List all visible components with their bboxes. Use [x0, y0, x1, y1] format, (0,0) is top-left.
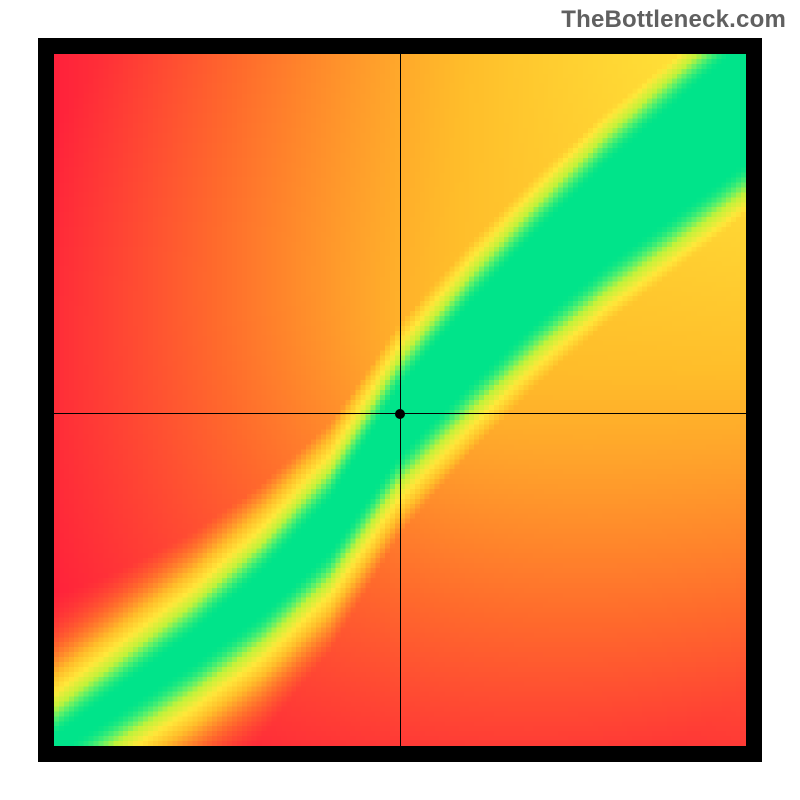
crosshair-vertical [400, 54, 401, 746]
plot-area [54, 54, 746, 746]
crosshair-marker [395, 409, 405, 419]
watermark-text: TheBottleneck.com [561, 6, 786, 34]
chart-frame [38, 38, 762, 762]
chart-container: TheBottleneck.com [0, 0, 800, 800]
